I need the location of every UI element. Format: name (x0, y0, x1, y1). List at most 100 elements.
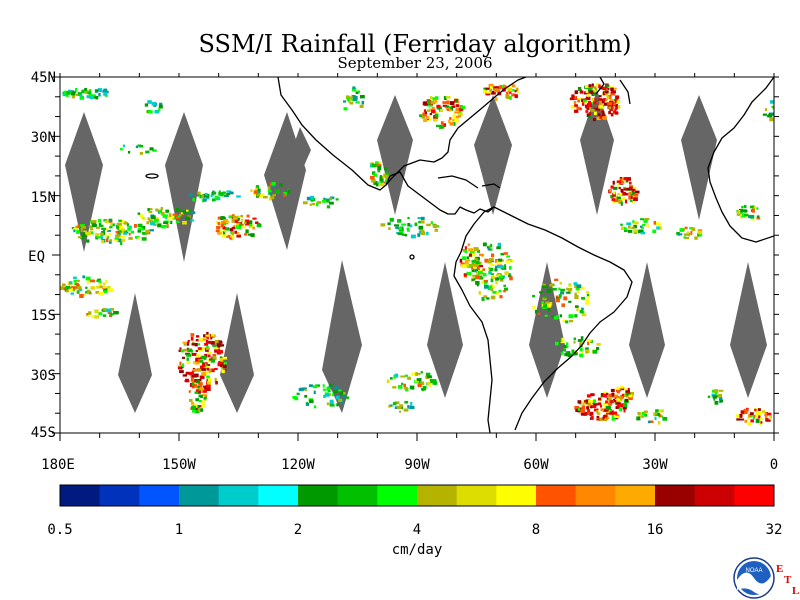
rain-cell (114, 311, 119, 315)
rain-cell (474, 258, 478, 261)
rain-cell (76, 286, 82, 289)
rain-cell (223, 219, 228, 223)
colorbar-frame (59, 484, 775, 507)
rain-cell (600, 115, 604, 119)
rain-cell (503, 264, 506, 268)
rain-cell (534, 309, 538, 314)
rain-cell (562, 319, 567, 322)
rain-cell (568, 314, 574, 319)
rain-cell (388, 227, 391, 230)
rain-cell (425, 372, 431, 377)
rain-cell (752, 219, 755, 222)
rain-cell (427, 104, 433, 107)
rain-cell (109, 239, 113, 242)
rain-cell (312, 385, 318, 389)
rain-cell (652, 412, 656, 416)
rain-cell (577, 99, 580, 102)
rain-cell (187, 348, 192, 352)
rain-cell (234, 219, 239, 223)
rain-cell (598, 95, 602, 98)
rain-cell (186, 341, 190, 346)
rain-cell (212, 334, 216, 337)
rain-cell (633, 229, 639, 233)
rain-cell (484, 284, 489, 289)
rain-cell (633, 195, 636, 199)
rain-cell (137, 223, 143, 228)
rain-cell (760, 417, 763, 421)
rain-cell (420, 220, 425, 224)
rain-cell (99, 285, 103, 288)
rain-cell (568, 300, 572, 303)
rain-cell (439, 109, 444, 113)
rain-cell (141, 227, 144, 231)
rain-cell (489, 264, 495, 267)
rain-cell (719, 397, 723, 401)
rain-cell (404, 386, 408, 390)
rain-cell (338, 398, 343, 402)
rain-cell (86, 231, 92, 236)
rain-cell (713, 389, 719, 393)
rain-cell (573, 337, 576, 341)
rain-cell (497, 242, 501, 247)
rain-cell (306, 196, 312, 201)
rain-cell (212, 344, 217, 347)
rain-cell (105, 234, 108, 239)
rain-cell (186, 353, 192, 357)
rain-cell (577, 400, 582, 404)
rain-cell (182, 341, 188, 344)
rain-cell (130, 230, 134, 234)
rain-cell (220, 363, 223, 368)
rain-cell (459, 258, 463, 263)
rain-cell (430, 381, 433, 384)
rain-cell (449, 122, 453, 126)
rain-cell (409, 405, 415, 410)
lon-label: 120W (281, 457, 315, 473)
rain-cell (532, 305, 535, 310)
rain-cell (434, 228, 438, 232)
rain-cell (103, 287, 108, 292)
rain-cell (429, 378, 434, 382)
rain-cell (418, 230, 421, 234)
rain-cell (180, 349, 185, 353)
rain-cell (88, 292, 92, 295)
rain-cell (190, 402, 195, 405)
rain-cell (596, 116, 601, 120)
rain-cell (135, 236, 140, 239)
rain-cell (767, 412, 772, 416)
rain-cell (639, 225, 643, 228)
rain-cell (687, 233, 690, 237)
rain-cell (587, 101, 592, 105)
rain-cell (475, 275, 481, 280)
rain-cell (468, 253, 472, 257)
rain-cell (231, 236, 234, 240)
rain-cell (766, 419, 771, 422)
lat-label: EQ (28, 249, 45, 265)
rain-cell (496, 260, 502, 264)
rain-cell (747, 417, 750, 420)
rain-cell (417, 233, 421, 237)
rain-cell (643, 219, 648, 223)
rain-cell (684, 226, 688, 230)
rain-cell (101, 227, 106, 231)
rain-cell (418, 372, 421, 375)
rain-cell (586, 404, 590, 407)
rain-cell (404, 234, 408, 237)
rain-cell (586, 113, 590, 117)
rain-cell (694, 236, 698, 240)
rain-cell (606, 392, 609, 395)
rain-cell (468, 248, 473, 252)
rain-cell (477, 261, 482, 264)
rain-cell (499, 279, 504, 282)
rain-cell (206, 335, 209, 340)
rain-cell (390, 377, 393, 380)
map-title: SSM/I Rainfall (Ferriday algorithm) (198, 30, 632, 58)
rain-cell (539, 291, 543, 294)
rain-cell (495, 265, 498, 269)
rain-cell (599, 86, 605, 90)
rain-cell (426, 231, 429, 236)
rain-cell (583, 411, 588, 416)
rain-cell (197, 356, 203, 359)
rain-cell (210, 368, 215, 373)
rain-cell (148, 210, 153, 214)
rain-cell (451, 105, 456, 108)
